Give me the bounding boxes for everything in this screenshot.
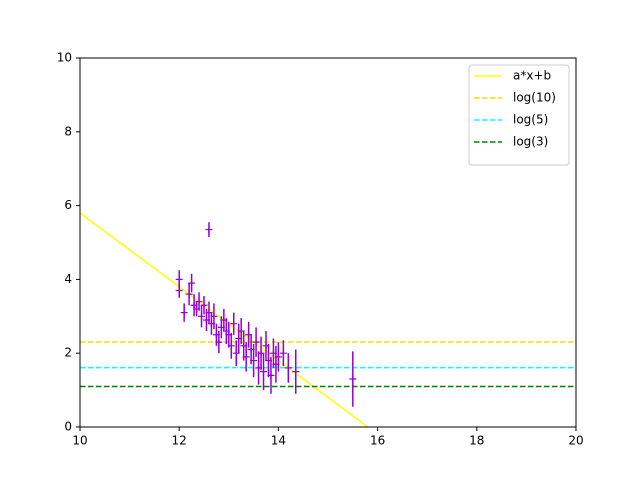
point: [260, 368, 268, 376]
point: [250, 357, 258, 365]
point: [180, 309, 188, 317]
point: [215, 338, 223, 346]
point: [200, 301, 208, 309]
point: [198, 312, 206, 320]
point: [188, 279, 196, 287]
y-tick-label: 4: [64, 272, 72, 286]
point: [349, 375, 357, 383]
legend-label: log(3): [513, 135, 548, 149]
x-tick-label: 18: [469, 434, 484, 448]
point: [279, 349, 287, 357]
point: [210, 312, 218, 320]
point: [252, 338, 260, 346]
legend-label: log(5): [513, 113, 548, 127]
legend-label: a*x+b: [513, 69, 551, 83]
point: [205, 226, 213, 234]
y-tick-label: 10: [57, 51, 72, 65]
x-tick-label: 10: [72, 434, 87, 448]
legend-label: log(10): [513, 91, 556, 105]
point: [175, 286, 183, 294]
point: [292, 368, 300, 376]
y-tick-label: 6: [64, 198, 72, 212]
point: [227, 342, 235, 350]
point: [185, 290, 193, 298]
point: [284, 364, 292, 372]
x-tick-label: 20: [568, 434, 583, 448]
y-tick-label: 0: [64, 420, 72, 434]
plot-area: [80, 212, 576, 427]
point: [242, 353, 250, 361]
x-tick-label: 16: [370, 434, 385, 448]
point: [274, 353, 282, 361]
axes-frame: [79, 57, 577, 428]
point: [267, 371, 275, 379]
x-tick-label: 14: [271, 434, 286, 448]
point: [230, 320, 238, 328]
point: [175, 275, 183, 283]
x-tick-label: 12: [172, 434, 187, 448]
legend: a*x+b log(10) log(5) log(3): [468, 64, 570, 166]
y-tick-label: 8: [64, 124, 72, 138]
y-tick-label: 2: [64, 346, 72, 360]
legend-box: [468, 64, 570, 166]
point: [195, 298, 203, 306]
